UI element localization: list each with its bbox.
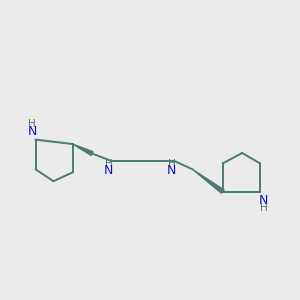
Text: H: H [167,159,175,169]
Text: N: N [28,125,37,138]
Text: H: H [28,119,36,129]
Text: N: N [258,194,268,207]
Polygon shape [73,144,93,155]
Polygon shape [193,169,224,193]
Text: N: N [167,164,176,177]
Text: H: H [104,159,112,169]
Text: N: N [104,164,113,177]
Text: H: H [260,203,268,213]
